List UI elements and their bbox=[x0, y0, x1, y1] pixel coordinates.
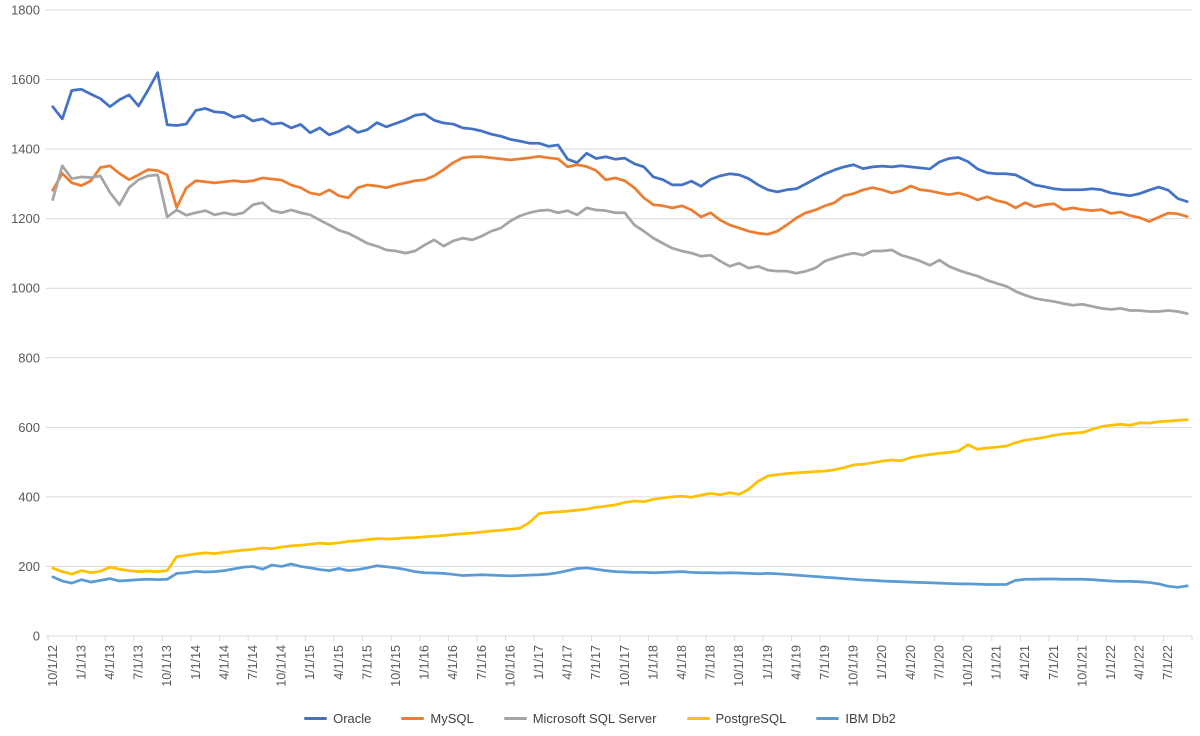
x-tick-label: 10/1/17 bbox=[618, 645, 632, 687]
y-tick-label: 1800 bbox=[11, 3, 40, 18]
x-tick-label: 7/1/16 bbox=[475, 645, 489, 680]
x-tick-label: 1/1/21 bbox=[990, 645, 1004, 680]
x-tick-label: 7/1/19 bbox=[818, 645, 832, 680]
y-tick-label: 1400 bbox=[11, 142, 40, 157]
y-tick-label: 600 bbox=[18, 420, 40, 435]
x-tick-label: 10/1/18 bbox=[732, 645, 746, 687]
x-tick-label: 1/1/18 bbox=[646, 645, 660, 680]
x-tick-label: 1/1/22 bbox=[1104, 645, 1118, 680]
x-tick-label: 10/1/12 bbox=[46, 645, 60, 687]
x-tick-label: 10/1/21 bbox=[1075, 645, 1089, 687]
legend-line-swatch bbox=[304, 716, 328, 721]
mysql-line[interactable] bbox=[51, 155, 1189, 236]
x-tick-label: 7/1/17 bbox=[589, 645, 603, 680]
legend-label: IBM Db2 bbox=[845, 711, 896, 726]
ibm-db2-line[interactable] bbox=[51, 562, 1189, 589]
microsoft-sql-server-line[interactable] bbox=[51, 164, 1189, 315]
gridlines bbox=[46, 9, 1192, 637]
x-tick-label: 1/1/17 bbox=[532, 645, 546, 680]
x-tick-label: 7/1/20 bbox=[932, 645, 946, 680]
legend-label: Microsoft SQL Server bbox=[532, 711, 657, 726]
x-tick-label: 4/1/16 bbox=[446, 645, 460, 680]
x-tick-label: 4/1/17 bbox=[561, 645, 575, 680]
x-tick-label: 4/1/18 bbox=[675, 645, 689, 680]
x-tick-label: 1/1/15 bbox=[303, 645, 317, 680]
y-tick-label: 1600 bbox=[11, 72, 40, 87]
x-tick-label: 10/1/20 bbox=[961, 645, 975, 687]
x-tick-label: 10/1/14 bbox=[275, 645, 289, 687]
legend-line-swatch bbox=[401, 716, 425, 721]
x-tick-label: 4/1/15 bbox=[332, 645, 346, 680]
x-tick-label: 4/1/20 bbox=[904, 645, 918, 680]
x-tick-label: 1/1/16 bbox=[418, 645, 432, 680]
legend-item-mysql[interactable]: MySQL bbox=[401, 711, 474, 726]
x-tick-label: 10/1/13 bbox=[160, 645, 174, 687]
y-tick-label: 1200 bbox=[11, 211, 40, 226]
legend-line-swatch bbox=[503, 716, 527, 721]
x-tick-label: 4/1/13 bbox=[103, 645, 117, 680]
legend-line-swatch bbox=[686, 716, 710, 721]
legend-label: MySQL bbox=[430, 711, 474, 726]
x-tick-label: 4/1/19 bbox=[789, 645, 803, 680]
legend-label: Oracle bbox=[333, 711, 372, 726]
x-tick-label: 4/1/14 bbox=[217, 645, 231, 680]
legend-item-ibm-db2[interactable]: IBM Db2 bbox=[816, 712, 896, 725]
x-tick-label: 7/1/22 bbox=[1161, 645, 1175, 680]
x-tick-label: 7/1/21 bbox=[1047, 645, 1061, 680]
x-axis-labels: 10/1/12 1/1/13 4/1/13 7/1/13 10/1/13 1/1/14 4/… bbox=[46, 645, 1175, 687]
y-tick-label: 1000 bbox=[11, 281, 40, 296]
x-tick-label: 1/1/19 bbox=[761, 645, 775, 680]
x-tick-label: 7/1/15 bbox=[360, 645, 374, 680]
x-tick-label: 10/1/19 bbox=[847, 645, 861, 687]
plot-area: 0 200 400 600 800 1000 1200 1400 1600 1800 10/1/12… bbox=[11, 3, 1193, 687]
y-tick-label: 800 bbox=[18, 350, 40, 365]
x-tick-label: 7/1/18 bbox=[704, 645, 718, 680]
x-tick-label: 7/1/14 bbox=[246, 645, 260, 680]
x-tick-label: 4/1/22 bbox=[1133, 645, 1147, 680]
y-tick-label: 200 bbox=[18, 559, 40, 574]
y-axis-labels: 0 200 400 600 800 1000 1200 1400 1600 1800 bbox=[11, 3, 40, 644]
oracle-line[interactable] bbox=[51, 71, 1189, 204]
postgresql-line[interactable] bbox=[51, 418, 1189, 576]
x-axis bbox=[46, 635, 1193, 641]
x-tick-label: 7/1/13 bbox=[132, 645, 146, 680]
x-tick-label: 10/1/15 bbox=[389, 645, 403, 687]
x-tick-label: 1/1/14 bbox=[189, 645, 203, 680]
legend-label: PostgreSQL bbox=[715, 711, 787, 726]
chart-legend: Oracle MySQL Microsoft SQL Server PostgreSQ… bbox=[0, 712, 1200, 725]
x-tick-label: 4/1/21 bbox=[1018, 645, 1032, 680]
legend-item-microsoft-sql-server[interactable]: Microsoft SQL Server bbox=[503, 711, 657, 726]
y-tick-label: 0 bbox=[33, 629, 40, 644]
x-tick-label: 10/1/16 bbox=[503, 645, 517, 687]
legend-line-swatch bbox=[816, 716, 840, 721]
x-tick-label: 1/1/13 bbox=[74, 645, 88, 680]
legend-item-postgresql[interactable]: PostgreSQL bbox=[686, 711, 787, 726]
x-tick-label: 1/1/20 bbox=[875, 645, 889, 680]
legend-item-oracle[interactable]: Oracle bbox=[304, 712, 371, 725]
y-tick-label: 400 bbox=[18, 489, 40, 504]
